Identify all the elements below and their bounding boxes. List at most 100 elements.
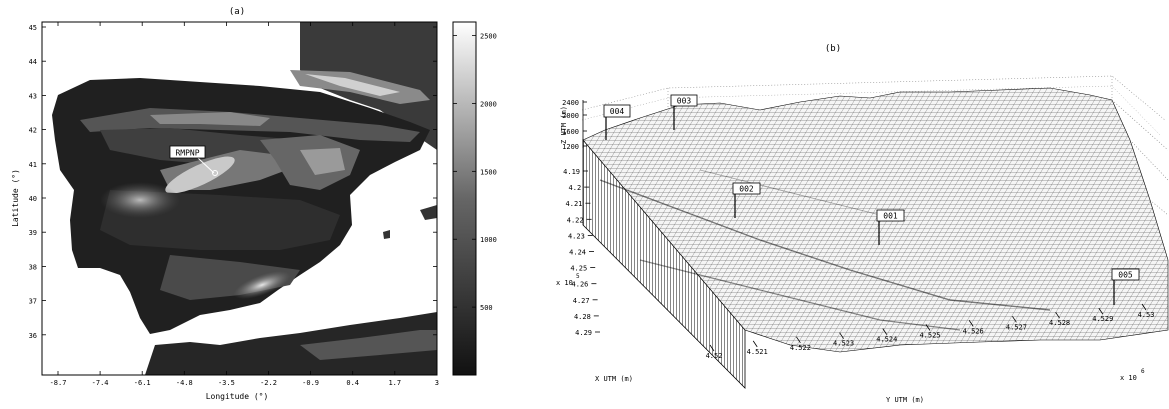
x-tick-label: -4.8 [176, 379, 193, 387]
x3d-tick-label: 4.29 [575, 329, 592, 337]
y-tick-label: 44 [29, 58, 37, 66]
panel-a-title: (a) [229, 7, 245, 17]
rmpnp-annotation: RMPNP [169, 145, 218, 176]
y3d-tick-mark [968, 320, 974, 327]
y-tick-label: 41 [29, 161, 37, 169]
rmpnp-marker [212, 170, 218, 176]
station-004: 004 [603, 104, 631, 140]
panel-b-surface [581, 75, 1169, 389]
colorbar-tick-label: 1500 [480, 168, 497, 176]
x3d-tick-label: 4.19 [563, 168, 580, 176]
y3d-tick-mark [709, 344, 715, 352]
station-002-label: 002 [739, 185, 754, 194]
panel-b-y-ticks: 4.52 4.521 4.522 4.523 4.524 4.525 4.526 4.527 4… [706, 303, 1154, 360]
colorbar-tick-label: 500 [480, 304, 493, 312]
x3d-tick-label: 4.27 [573, 297, 590, 305]
y-tick-label: 45 [29, 24, 37, 32]
y3d-tick-label: 4.528 [1049, 319, 1070, 327]
colorbar-tick-label: 2000 [480, 100, 497, 108]
y3d-tick-mark [925, 324, 931, 331]
x-tick-label: -7.4 [92, 379, 109, 387]
y3d-tick-label: 4.527 [1006, 323, 1027, 331]
rmpnp-label-box [169, 145, 206, 159]
panel-b-x-exponent: 5 [576, 273, 580, 280]
x-tick-label: -3.5 [218, 379, 235, 387]
y3d-tick-label: 4.526 [963, 327, 984, 335]
x3d-tick-label: 4.26 [572, 281, 589, 289]
y3d-tick-mark [1055, 311, 1060, 319]
panel-b-xlabel: X UTM (m) [595, 375, 633, 383]
y-tick-label: 36 [29, 332, 37, 340]
station-002: 002 [732, 182, 761, 218]
station-003: 003 [670, 94, 698, 130]
rmpnp-label: RMPNP [175, 149, 199, 158]
x-tick-label: -0.9 [302, 379, 319, 387]
panel-a-frame [41, 21, 438, 376]
y-tick-label: 39 [29, 229, 37, 237]
y3d-tick-mark [1012, 316, 1017, 323]
x3d-tick-label: 4.2 [569, 184, 582, 192]
surface-ridge-1 [599, 179, 1051, 311]
box-top-edge [581, 75, 1166, 121]
panel-a-x-ticks: -8.7 -7.4 -6.1 -4.8 -3.5 -2.2 -0.9 0.4 1.7 3 [50, 22, 439, 387]
x-tick-label: -8.7 [50, 379, 67, 387]
panel-b-x-ticks: 4.19 4.2 4.21 4.22 4.23 4.24 4.25 4.26 4.27 4.28 4… [563, 168, 600, 337]
y3d-tick-mark [796, 336, 801, 344]
panel-b-z-ticks: 2400 2000 1600 1200 [562, 99, 587, 151]
x3d-tick-label: 4.24 [569, 249, 586, 257]
panel-a-xlabel: Longitude (°) [206, 392, 269, 401]
relief-atlas [300, 330, 437, 360]
panel-a-map [42, 22, 437, 375]
panel-b-x-multiplier: x 10 [556, 279, 573, 287]
station-labels: 003 004 002 001 005 [603, 94, 1140, 305]
y3d-tick-mark [1098, 307, 1104, 315]
relief-west [100, 182, 180, 218]
station-004-label: 004 [610, 107, 625, 116]
surface-right-drop [1111, 99, 1169, 216]
x-tick-label: 1.7 [388, 379, 401, 387]
box-grid-line [581, 85, 1161, 136]
colorbar-tick-label: 2500 [480, 33, 497, 41]
panel-b-zlabel: Z UTM (m) [560, 106, 568, 144]
x3d-tick-label: 4.22 [567, 216, 584, 224]
x3d-tick-label: 4.25 [570, 265, 587, 273]
y3d-tick-label: 4.522 [790, 344, 811, 352]
landmass-africa [145, 312, 437, 375]
surface-mesh-grid [583, 88, 1168, 352]
y3d-tick-mark [839, 332, 844, 339]
colorbar-tick-label: 1000 [480, 236, 497, 244]
y3d-tick-mark [1141, 303, 1147, 311]
station-005-label: 005 [1118, 271, 1133, 280]
station-005: 005 [1111, 268, 1140, 305]
z-tick-label: 2000 [562, 112, 579, 120]
station-001: 001 [876, 209, 905, 245]
panel-a-ylabel: Latitude (°) [11, 169, 20, 227]
y3d-tick-label: 4.523 [833, 340, 854, 348]
y-tick-label: 37 [29, 298, 37, 306]
island-mallorca [420, 205, 437, 220]
relief-sierra-nevada [233, 271, 291, 299]
panel-b-y-exponent: 6 [1141, 368, 1145, 375]
y3d-tick-label: 4.524 [876, 336, 897, 344]
y3d-tick-label: 4.529 [1092, 315, 1113, 323]
colorbar [452, 21, 477, 376]
y3d-tick-label: 4.52 [706, 352, 723, 360]
x3d-tick-label: 4.23 [568, 232, 585, 240]
x-tick-label: 0.4 [346, 379, 359, 387]
x-tick-label: -6.1 [134, 379, 151, 387]
x3d-tick-label: 4.28 [574, 313, 591, 321]
island-ibiza [383, 230, 390, 239]
y3d-tick-mark [882, 328, 888, 335]
station-001-label: 001 [883, 212, 898, 221]
z-tick-label: 2400 [562, 99, 579, 107]
x-tick-label: -2.2 [260, 379, 277, 387]
y3d-tick-mark [752, 340, 758, 348]
x-tick-label: 3 [435, 379, 439, 387]
surface-ridge-3 [699, 169, 881, 216]
y3d-tick-label: 4.525 [919, 332, 940, 340]
y-tick-label: 42 [29, 127, 37, 135]
panel-a-y-ticks: 45 44 43 42 41 40 39 38 37 36 [29, 24, 437, 340]
relief-cantabrian [150, 112, 270, 126]
